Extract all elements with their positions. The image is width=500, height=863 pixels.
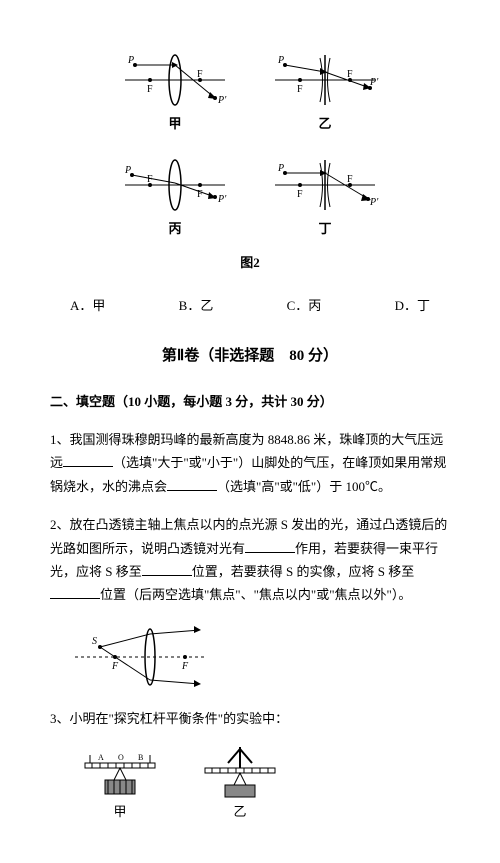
mc-options: A．甲 B．乙 C．丙 D．丁 — [50, 294, 450, 317]
subsection-fill: 二、填空题（10 小题，每小题 3 分，共计 30 分） — [50, 390, 450, 413]
lever-diagrams: A O B 甲 乙 — [80, 745, 450, 823]
label-yi: 乙 — [270, 112, 380, 135]
diagram-bing: FF P P' 丙 — [120, 155, 230, 240]
svg-text:B: B — [138, 753, 143, 762]
lever-label-jia: 甲 — [80, 800, 160, 823]
lever-jia: A O B 甲 — [80, 745, 160, 823]
lever-label-yi: 乙 — [200, 800, 280, 823]
option-c: C．丙 — [287, 294, 322, 317]
lens-svg-yi: F F P P' — [270, 50, 380, 110]
question-2: 2、放在凸透镜主轴上焦点以内的点光源 S 发出的光，通过凸透镜后的光路如图所示，… — [50, 513, 450, 607]
label-jia: 甲 — [120, 112, 230, 135]
figure-caption: 图2 — [50, 251, 450, 274]
svg-text:F: F — [347, 69, 353, 80]
lens-svg-jia: F F P P' — [120, 50, 230, 110]
q2-text-3: 位置，若要获得 S 的实像，应将 S 移至 — [192, 564, 414, 579]
option-a: A．甲 — [70, 294, 105, 317]
q2-diagram: F F S — [70, 622, 450, 692]
q1-blank-2 — [167, 476, 217, 491]
svg-text:P': P' — [217, 95, 227, 106]
q2-blank-3 — [50, 584, 100, 599]
svg-text:F: F — [147, 84, 153, 95]
svg-text:F: F — [181, 661, 189, 672]
lever-yi: 乙 — [200, 745, 280, 823]
svg-text:P': P' — [217, 194, 227, 205]
option-d: D．丁 — [395, 294, 430, 317]
question-3: 3、小明在"探究杠杆平衡条件"的实验中： — [50, 707, 450, 730]
q2-blank-2 — [142, 561, 192, 576]
svg-text:P: P — [277, 163, 284, 174]
lens-svg-ding: F F P P' — [270, 155, 380, 215]
svg-text:P: P — [277, 55, 284, 66]
diagram-ding: F F P P' 丁 — [270, 155, 380, 240]
svg-text:F: F — [347, 174, 353, 185]
lens-diagram-group: F F P P' 甲 F F P P' 乙 F F P — [50, 50, 450, 241]
label-ding: 丁 — [270, 217, 380, 240]
diagram-jia: F F P P' 甲 — [120, 50, 230, 135]
q1-text-3: （选填"高"或"低"）于 100℃。 — [217, 479, 391, 494]
svg-text:A: A — [98, 753, 104, 762]
svg-text:S: S — [92, 636, 97, 647]
option-b: B．乙 — [179, 294, 214, 317]
q2-text-4: 位置（后两空选填"焦点"、"焦点以内"或"焦点以外"）。 — [100, 587, 411, 602]
svg-text:F: F — [147, 174, 153, 185]
svg-text:P': P' — [369, 197, 379, 208]
q1-blank-1 — [63, 452, 113, 467]
svg-text:F: F — [197, 69, 203, 80]
section-2-title: 第Ⅱ卷（非选择题 80 分） — [50, 343, 450, 370]
question-1: 1、我国测得珠穆朗玛峰的最新高度为 8848.86 米，珠峰顶的大气压远远（选填… — [50, 428, 450, 498]
lens-svg-bing: FF P P' — [120, 155, 230, 215]
svg-text:F: F — [111, 661, 119, 672]
q2-blank-1 — [245, 538, 295, 553]
svg-text:P: P — [124, 165, 131, 176]
svg-text:O: O — [118, 753, 124, 762]
svg-text:F: F — [297, 189, 303, 200]
diagram-yi: F F P P' 乙 — [270, 50, 380, 135]
svg-text:F: F — [297, 84, 303, 95]
svg-text:P: P — [127, 55, 134, 66]
svg-text:P': P' — [369, 77, 379, 88]
label-bing: 丙 — [120, 217, 230, 240]
